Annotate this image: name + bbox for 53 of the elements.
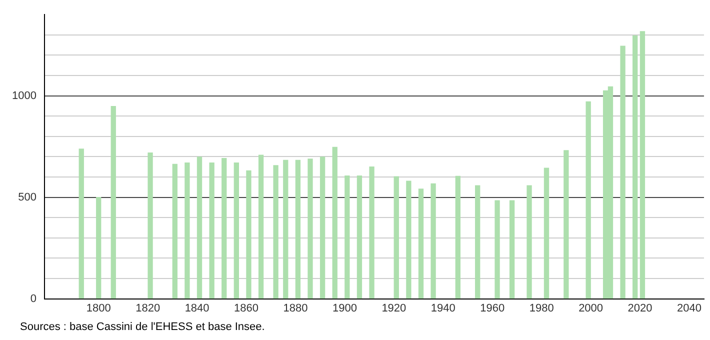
bar — [295, 160, 301, 299]
bar — [110, 106, 116, 299]
x-tick-label: 1820 — [136, 302, 160, 314]
bar — [475, 185, 480, 299]
bar — [78, 148, 84, 299]
bar — [586, 101, 591, 299]
bar — [640, 31, 646, 299]
bar — [320, 156, 326, 299]
y-tick-label: 1000 — [12, 90, 36, 102]
bar — [620, 46, 626, 299]
bar — [369, 166, 374, 299]
bar — [406, 180, 412, 299]
bar — [356, 175, 362, 299]
y-tick-label: 0 — [30, 292, 36, 305]
bar — [234, 162, 240, 299]
bar — [184, 162, 190, 299]
bar — [509, 200, 515, 299]
x-tick-label: 2000 — [578, 302, 604, 314]
bar — [258, 154, 264, 299]
bar — [96, 196, 102, 299]
x-tick-label: 1980 — [529, 302, 554, 314]
bar — [222, 158, 227, 299]
y-tick-label: 500 — [18, 191, 36, 204]
bar — [273, 165, 278, 299]
bar — [196, 156, 202, 299]
source-note: Sources : base Cassini de l'EHESS et base Insee. — [20, 321, 265, 333]
bar — [332, 146, 338, 299]
x-tick-label: 1920 — [382, 302, 406, 314]
bar — [526, 185, 532, 299]
bar — [148, 152, 153, 299]
bar — [455, 176, 460, 299]
x-tick-label: 1840 — [184, 302, 210, 314]
bar — [394, 176, 399, 299]
bar — [308, 158, 313, 299]
x-tick-label: 1940 — [430, 302, 456, 314]
x-tick-label: 1900 — [332, 302, 357, 314]
bar — [564, 150, 569, 299]
bar — [344, 175, 350, 299]
bar — [430, 183, 436, 299]
x-tick-label: 2040 — [676, 302, 702, 314]
bar — [172, 164, 178, 299]
bar — [632, 35, 638, 299]
bar — [544, 168, 550, 299]
x-tick-label: 1860 — [234, 302, 259, 314]
bar — [494, 200, 500, 299]
bar — [209, 162, 214, 299]
x-tick-label: 1800 — [86, 302, 111, 314]
x-tick-label: 1880 — [283, 302, 308, 314]
bar — [246, 170, 252, 299]
x-tick-label: 1960 — [480, 302, 505, 314]
bar — [283, 160, 288, 299]
x-tick-label: 2020 — [628, 302, 652, 314]
bar — [418, 188, 424, 299]
